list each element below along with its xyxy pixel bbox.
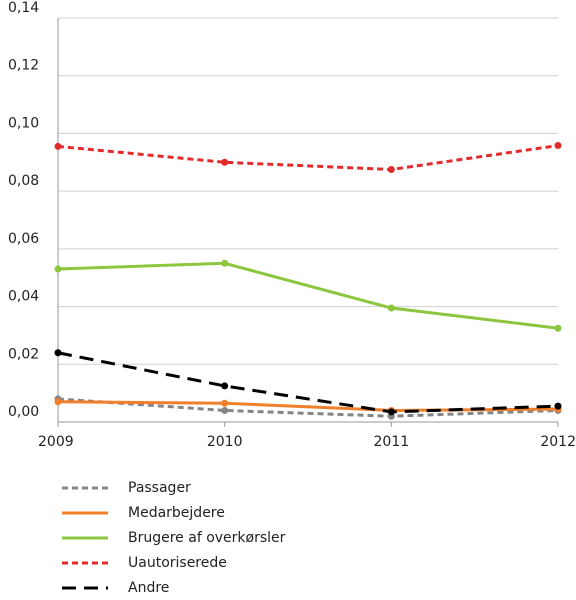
y-tick-label: 0,10 (8, 115, 39, 131)
y-tick-label: 0,08 (8, 173, 39, 189)
point (54, 398, 62, 406)
x-tick-label: 2010 (207, 434, 243, 450)
point (54, 349, 62, 357)
y-tick-label: 0,14 (8, 0, 39, 16)
y-tick-label: 0,12 (8, 58, 39, 74)
y-tick-label: 0,02 (8, 346, 39, 362)
point (387, 408, 395, 416)
y-tick-label: 0,04 (8, 289, 39, 305)
y-tick-label: 0,06 (8, 231, 39, 247)
series-line (57, 351, 559, 414)
point (387, 304, 395, 312)
x-tick-label: 2012 (540, 434, 576, 450)
point (554, 142, 562, 150)
point (221, 158, 229, 166)
point (221, 406, 229, 414)
series-line (57, 144, 559, 172)
series-line (57, 397, 559, 418)
legend-label: Passager (128, 480, 191, 496)
point (221, 399, 229, 407)
x-tick-label: 2009 (38, 434, 74, 450)
legend-label: Medarbejdere (128, 505, 225, 521)
x-tick-label: 2011 (374, 434, 410, 450)
point (387, 166, 395, 173)
point (554, 402, 562, 410)
point (221, 382, 229, 390)
series-line (57, 261, 559, 330)
point (221, 259, 229, 267)
legend-label: Uautoriserede (128, 555, 227, 571)
point (54, 265, 62, 273)
legend-label: Brugere af overkørsler (128, 530, 286, 546)
legend-label: Andre (128, 580, 169, 596)
point (54, 142, 62, 150)
y-tick-label: 0,00 (8, 404, 39, 420)
point (554, 324, 562, 332)
